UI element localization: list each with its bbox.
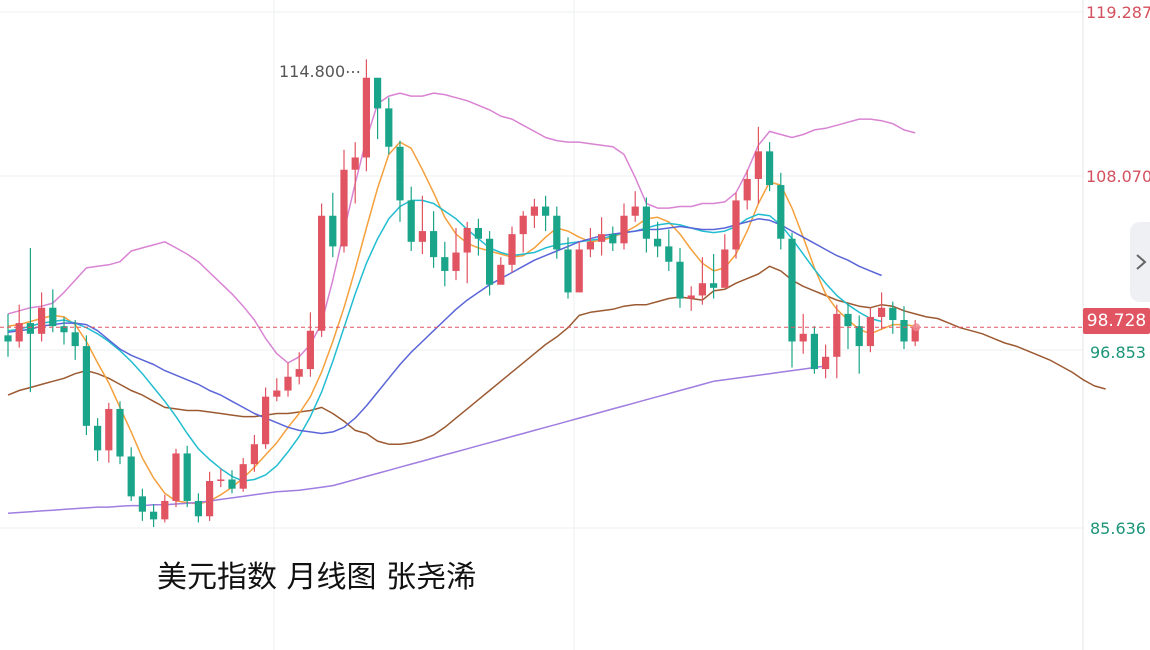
candle-body [564,249,572,293]
candle-body [284,376,292,391]
y-tick-label-1: 119.287 [1086,3,1150,22]
candle-body [710,283,718,288]
candle-body [463,228,471,253]
candle-body [60,326,68,333]
series-line-bb_upper [7,92,916,364]
chevron-right-icon [1136,254,1147,270]
candle-body [855,326,863,347]
candle-body [743,178,751,201]
candle-body [598,234,606,242]
candle-body [318,215,326,331]
candle-body [340,169,348,247]
candle-body [474,228,482,239]
candle-body [239,464,247,489]
candle-body [250,444,258,465]
candle-body [15,323,23,342]
candle-body [82,346,90,426]
candle-body [206,481,214,517]
candle-body [788,238,796,342]
candle-body [642,206,650,239]
candle-body [754,151,762,179]
candle-body [94,425,102,451]
high-price-dots: ⋯ [345,62,363,81]
chart-caption: 美元指数 月线图 张尧浠 [157,560,477,595]
high-price-annotation: 114.800⋯ [279,62,362,81]
candle-body [844,313,852,327]
y-tick-label-3: 96.853 [1090,343,1146,362]
candle-body [150,511,158,520]
expand-panel-button[interactable] [1130,222,1150,302]
candle-body [127,456,135,497]
candle-body [878,307,886,317]
candle-body [620,215,628,244]
candle-body [228,479,236,489]
candle-body [519,215,527,235]
candle-body [810,333,818,370]
candle-body [799,333,807,342]
candle-body [116,408,124,457]
candle-body [217,479,225,482]
candle-body [508,234,516,265]
candle-body [71,332,79,347]
candle-body [586,241,594,250]
candle-body [866,316,874,347]
candle-body [306,330,314,370]
candle-body [553,215,561,250]
candle-body [911,327,919,342]
candle-body [676,261,684,299]
candle-body [497,264,505,285]
series-line-ma_orange [7,141,916,505]
candle-body [172,453,180,501]
candle-body [396,146,404,201]
candle-body [138,496,146,512]
candle-body [38,307,46,334]
candle-body [26,323,34,334]
candle-body [351,157,359,170]
candle-body [4,335,12,342]
candle-body [362,77,370,158]
candle-body [161,500,169,520]
candle-body [766,151,774,186]
candle-body [530,206,538,216]
candle-body [407,200,415,242]
candle-body [822,356,830,370]
candle-body [575,249,583,293]
y-tick-label-2: 108.070 [1086,167,1150,186]
candle-body [452,252,460,271]
candle-body [654,238,662,247]
candle-body [833,313,841,357]
candle-body [262,396,270,445]
candle-body [49,307,57,327]
candle-body [430,231,438,258]
candle-body [609,234,617,244]
candle-body [698,283,706,296]
candle-body [631,206,639,216]
candle-body [665,246,673,262]
candle-body [441,257,449,271]
candle-body [418,231,426,242]
current-price-badge: 98.728 [1083,308,1150,334]
candle-body [273,390,281,397]
y-tick-label-4: 85.636 [1090,519,1146,538]
candle-body [889,307,897,321]
candle-body [329,215,337,247]
candle-body [374,77,382,109]
high-price-value: 114.800 [279,62,346,81]
candle-body [777,185,785,239]
candle-body [105,408,113,451]
series-line-bb_lower [7,265,1106,445]
candle-body [486,238,494,285]
candle-body [183,453,191,501]
candle-body [295,369,303,377]
candle-body [900,320,908,342]
candle-body [385,108,393,147]
candle-body [687,295,695,299]
candle-body [542,206,550,216]
current-price-dot [912,323,921,332]
candle-body [732,200,740,250]
candle-body [194,500,202,517]
candle-body [721,249,729,288]
